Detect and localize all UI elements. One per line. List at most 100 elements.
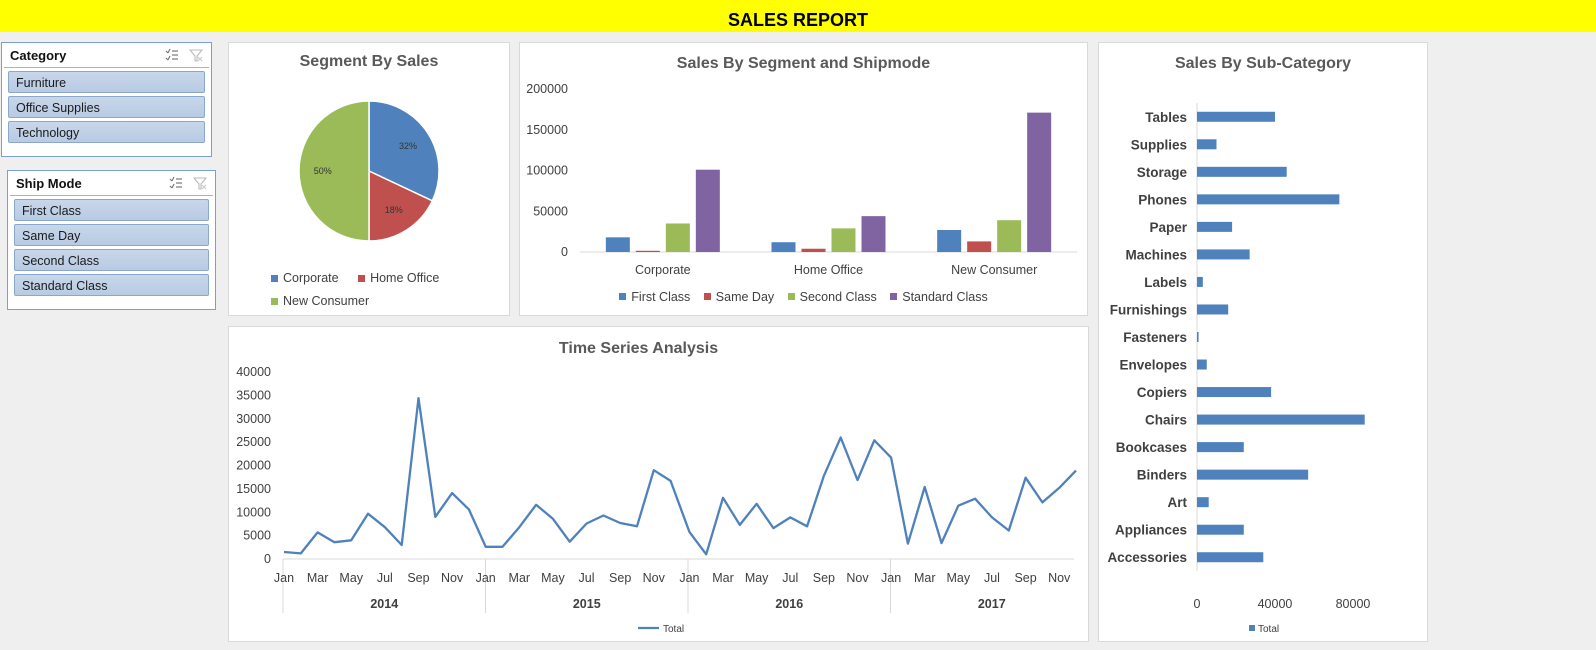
x-month-label: Jan (679, 571, 699, 585)
ship-mode-slicer-header: Ship Mode (10, 171, 213, 196)
pie-data-label: 50% (314, 166, 332, 176)
clear-filter-icon[interactable] (188, 48, 204, 62)
x-month-label: Mar (914, 571, 936, 585)
y-category-label: Appliances (1115, 523, 1187, 538)
ship-mode-slicer: Ship Mode First Class Same Day Second Cl… (7, 170, 216, 310)
y-category-label: Phones (1138, 192, 1187, 207)
x-month-label: Mar (307, 571, 329, 585)
y-tick-label: 40000 (236, 365, 271, 379)
report-title-bar: SALES REPORT (0, 0, 1596, 32)
legend-item-first-class: First Class (619, 290, 690, 304)
x-year-label: 2016 (775, 597, 803, 611)
segment-pie-chart-panel[interactable]: Segment By Sales 32% 18% 50% Corporate Hom… (228, 42, 510, 316)
x-month-label: Jul (377, 571, 393, 585)
pie-chart: 32% 18% 50% (298, 100, 440, 242)
clear-filter-icon[interactable] (192, 176, 208, 190)
pie-data-label: 18% (385, 205, 403, 215)
bar-appliances (1197, 524, 1244, 535)
pie-slice-new-consumer (298, 100, 370, 242)
legend-item-home-office: Home Office (358, 267, 439, 290)
legend-swatch (890, 293, 898, 300)
slicer-item-first-class[interactable]: First Class (14, 199, 209, 221)
bar-storage (1197, 166, 1287, 177)
y-tick-label: 35000 (236, 388, 271, 402)
multi-select-icon[interactable] (169, 176, 183, 190)
legend-item-new-consumer: New Consumer (271, 290, 369, 313)
bar-binders (1197, 469, 1309, 480)
bar-machines (1197, 249, 1250, 260)
time-series-chart-panel[interactable]: Time Series Analysis 0 5000 10000 15000 2000… (228, 326, 1089, 642)
report-title: SALES REPORT (727, 10, 869, 30)
y-tick-label: 150000 (526, 123, 568, 137)
subcategory-chart-panel[interactable]: Sales By Sub-Category Tables Supplies Stor… (1098, 42, 1428, 642)
bar-same-day (967, 241, 992, 252)
y-category-label: Tables (1145, 110, 1187, 125)
bar-phones (1197, 194, 1340, 205)
legend-item-same-day: Same Day (703, 290, 774, 304)
bar-second-class (997, 220, 1022, 252)
slicer-item-second-class[interactable]: Second Class (14, 249, 209, 271)
x-month-label: Nov (441, 571, 464, 585)
bar-same-day (801, 248, 826, 252)
y-category-label: Machines (1125, 247, 1187, 262)
bar-supplies (1197, 139, 1217, 150)
pie-legend: Corporate Home Office New Consumer (271, 267, 501, 313)
y-tick-label: 10000 (236, 505, 271, 519)
y-tick-label: 30000 (236, 412, 271, 426)
bar-second-class (831, 228, 856, 252)
legend-label: Standard Class (902, 289, 988, 304)
line-chart-title: Time Series Analysis (558, 340, 719, 357)
y-category-label: Supplies (1131, 137, 1187, 152)
y-category-label: Bookcases (1116, 440, 1187, 455)
y-tick-label: 100000 (526, 164, 568, 178)
y-tick-label: 5000 (243, 529, 271, 543)
bar-first-class (937, 229, 962, 252)
legend-label: Corporate (283, 271, 339, 285)
x-month-label: Sep (1014, 571, 1036, 585)
legend-swatch (703, 293, 711, 300)
legend-label: First Class (631, 289, 691, 304)
pie-chart-title: Segment By Sales (299, 53, 439, 70)
slicer-item-standard-class[interactable]: Standard Class (14, 274, 209, 296)
legend-swatch (787, 293, 795, 300)
pie-slice-corporate (368, 100, 440, 202)
x-month-label: Jan (881, 571, 901, 585)
x-month-label: Jan (274, 571, 294, 585)
x-month-label: May (745, 571, 769, 585)
legend-item-second-class: Second Class (787, 290, 877, 304)
slicer-item-office-supplies[interactable]: Office Supplies (8, 96, 205, 118)
multi-select-icon[interactable] (165, 48, 179, 62)
bar-first-class (605, 237, 630, 252)
x-month-label: Sep (407, 571, 429, 585)
legend-label: New Consumer (283, 294, 370, 308)
x-tick-label: 40000 (1258, 597, 1293, 611)
ship-mode-slicer-title: Ship Mode (16, 175, 82, 191)
bar-first-class (771, 242, 796, 252)
legend-swatch (271, 275, 278, 282)
segment-shipmode-chart-panel[interactable]: Sales By Segment and Shipmode 0 50000 1000… (519, 42, 1088, 316)
y-tick-label: 0 (561, 245, 568, 259)
slicer-item-furniture[interactable]: Furniture (8, 71, 205, 93)
x-month-label: Sep (609, 571, 631, 585)
x-year-label: 2017 (978, 597, 1006, 611)
legend-item-standard-class: Standard Class (890, 289, 988, 304)
y-category-label: Storage (1137, 165, 1188, 180)
y-tick-label: 20000 (236, 459, 271, 473)
bar-second-class (665, 223, 690, 252)
slicer-item-technology[interactable]: Technology (8, 121, 205, 143)
y-category-label: Binders (1137, 468, 1187, 483)
x-month-label: Nov (846, 571, 869, 585)
x-month-label: May (947, 571, 971, 585)
x-month-label: May (339, 571, 363, 585)
y-category-label: Accessories (1107, 550, 1187, 565)
x-month-label: Mar (509, 571, 531, 585)
category-slicer-header: Category (4, 43, 209, 68)
category-slicer-items: Furniture Office Supplies Technology (2, 71, 211, 143)
y-category-label: Art (1168, 495, 1188, 510)
ship-mode-slicer-items: First Class Same Day Second Class Standa… (8, 199, 215, 296)
slicer-item-same-day[interactable]: Same Day (14, 224, 209, 246)
x-month-label: Jan (476, 571, 496, 585)
y-tick-label: 0 (264, 552, 271, 566)
x-category-label: Home Office (794, 263, 863, 277)
bar-tables (1197, 111, 1275, 122)
